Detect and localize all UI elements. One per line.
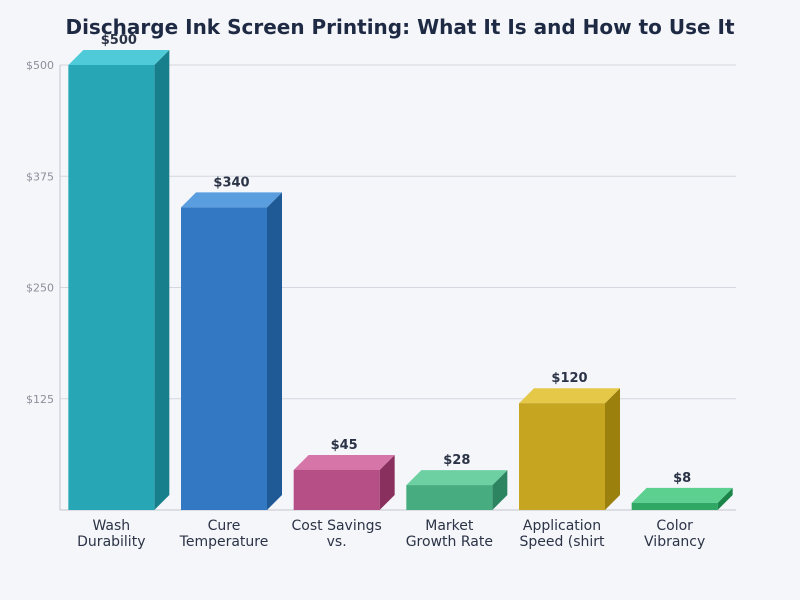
x-tick-label: Color xyxy=(656,518,693,534)
bar-top xyxy=(519,388,620,404)
bar-side xyxy=(717,487,733,510)
y-tick-label: $375 xyxy=(26,170,54,183)
bar-side xyxy=(379,454,395,510)
x-tick-label: vs. xyxy=(327,534,347,550)
bar-top xyxy=(293,454,395,470)
y-tick-label: $250 xyxy=(26,282,54,295)
bars xyxy=(68,50,733,510)
x-tick-label: Cure xyxy=(208,518,241,534)
bar-top xyxy=(406,470,508,486)
x-tick-label: Wash xyxy=(92,518,130,534)
bar xyxy=(68,50,170,510)
bar xyxy=(631,487,733,510)
bar-front xyxy=(519,403,605,510)
data-label: $8 xyxy=(673,471,691,486)
x-tick-label: Market xyxy=(425,518,474,534)
data-label: $120 xyxy=(551,371,587,386)
bar xyxy=(181,192,282,510)
data-label: $500 xyxy=(101,33,137,48)
bar-side xyxy=(267,192,282,510)
bar-side xyxy=(154,50,170,510)
y-tick-label: $125 xyxy=(26,393,54,406)
chart-title: Discharge Ink Screen Printing: What It I… xyxy=(65,15,735,39)
grid xyxy=(60,64,736,400)
bar-top xyxy=(631,487,733,503)
x-tick-label: Temperature xyxy=(179,534,269,550)
y-tick-label: $500 xyxy=(26,59,54,72)
x-tick-label: Vibrancy xyxy=(644,534,705,550)
bar-side xyxy=(492,470,508,510)
bar-top xyxy=(181,192,282,208)
bar-front xyxy=(68,65,155,510)
x-tick-label: Durability xyxy=(77,534,145,550)
bar xyxy=(293,454,395,510)
x-tick-label: Application xyxy=(523,518,601,534)
data-label: $28 xyxy=(443,453,470,468)
axes xyxy=(59,65,736,511)
bar-side xyxy=(605,388,620,510)
bar-front xyxy=(293,469,380,510)
x-tick-label: Growth Rate xyxy=(406,534,493,550)
bar xyxy=(406,470,508,510)
bar-front xyxy=(406,485,493,510)
x-tick-label: Cost Savings xyxy=(292,518,382,534)
bar-top xyxy=(68,50,170,65)
bar-front xyxy=(181,207,267,510)
bar xyxy=(519,388,620,510)
x-tick-label: Speed (shirt xyxy=(519,534,605,550)
data-label: $45 xyxy=(331,438,358,453)
bar-front xyxy=(631,502,718,510)
data-label: $340 xyxy=(213,175,249,190)
